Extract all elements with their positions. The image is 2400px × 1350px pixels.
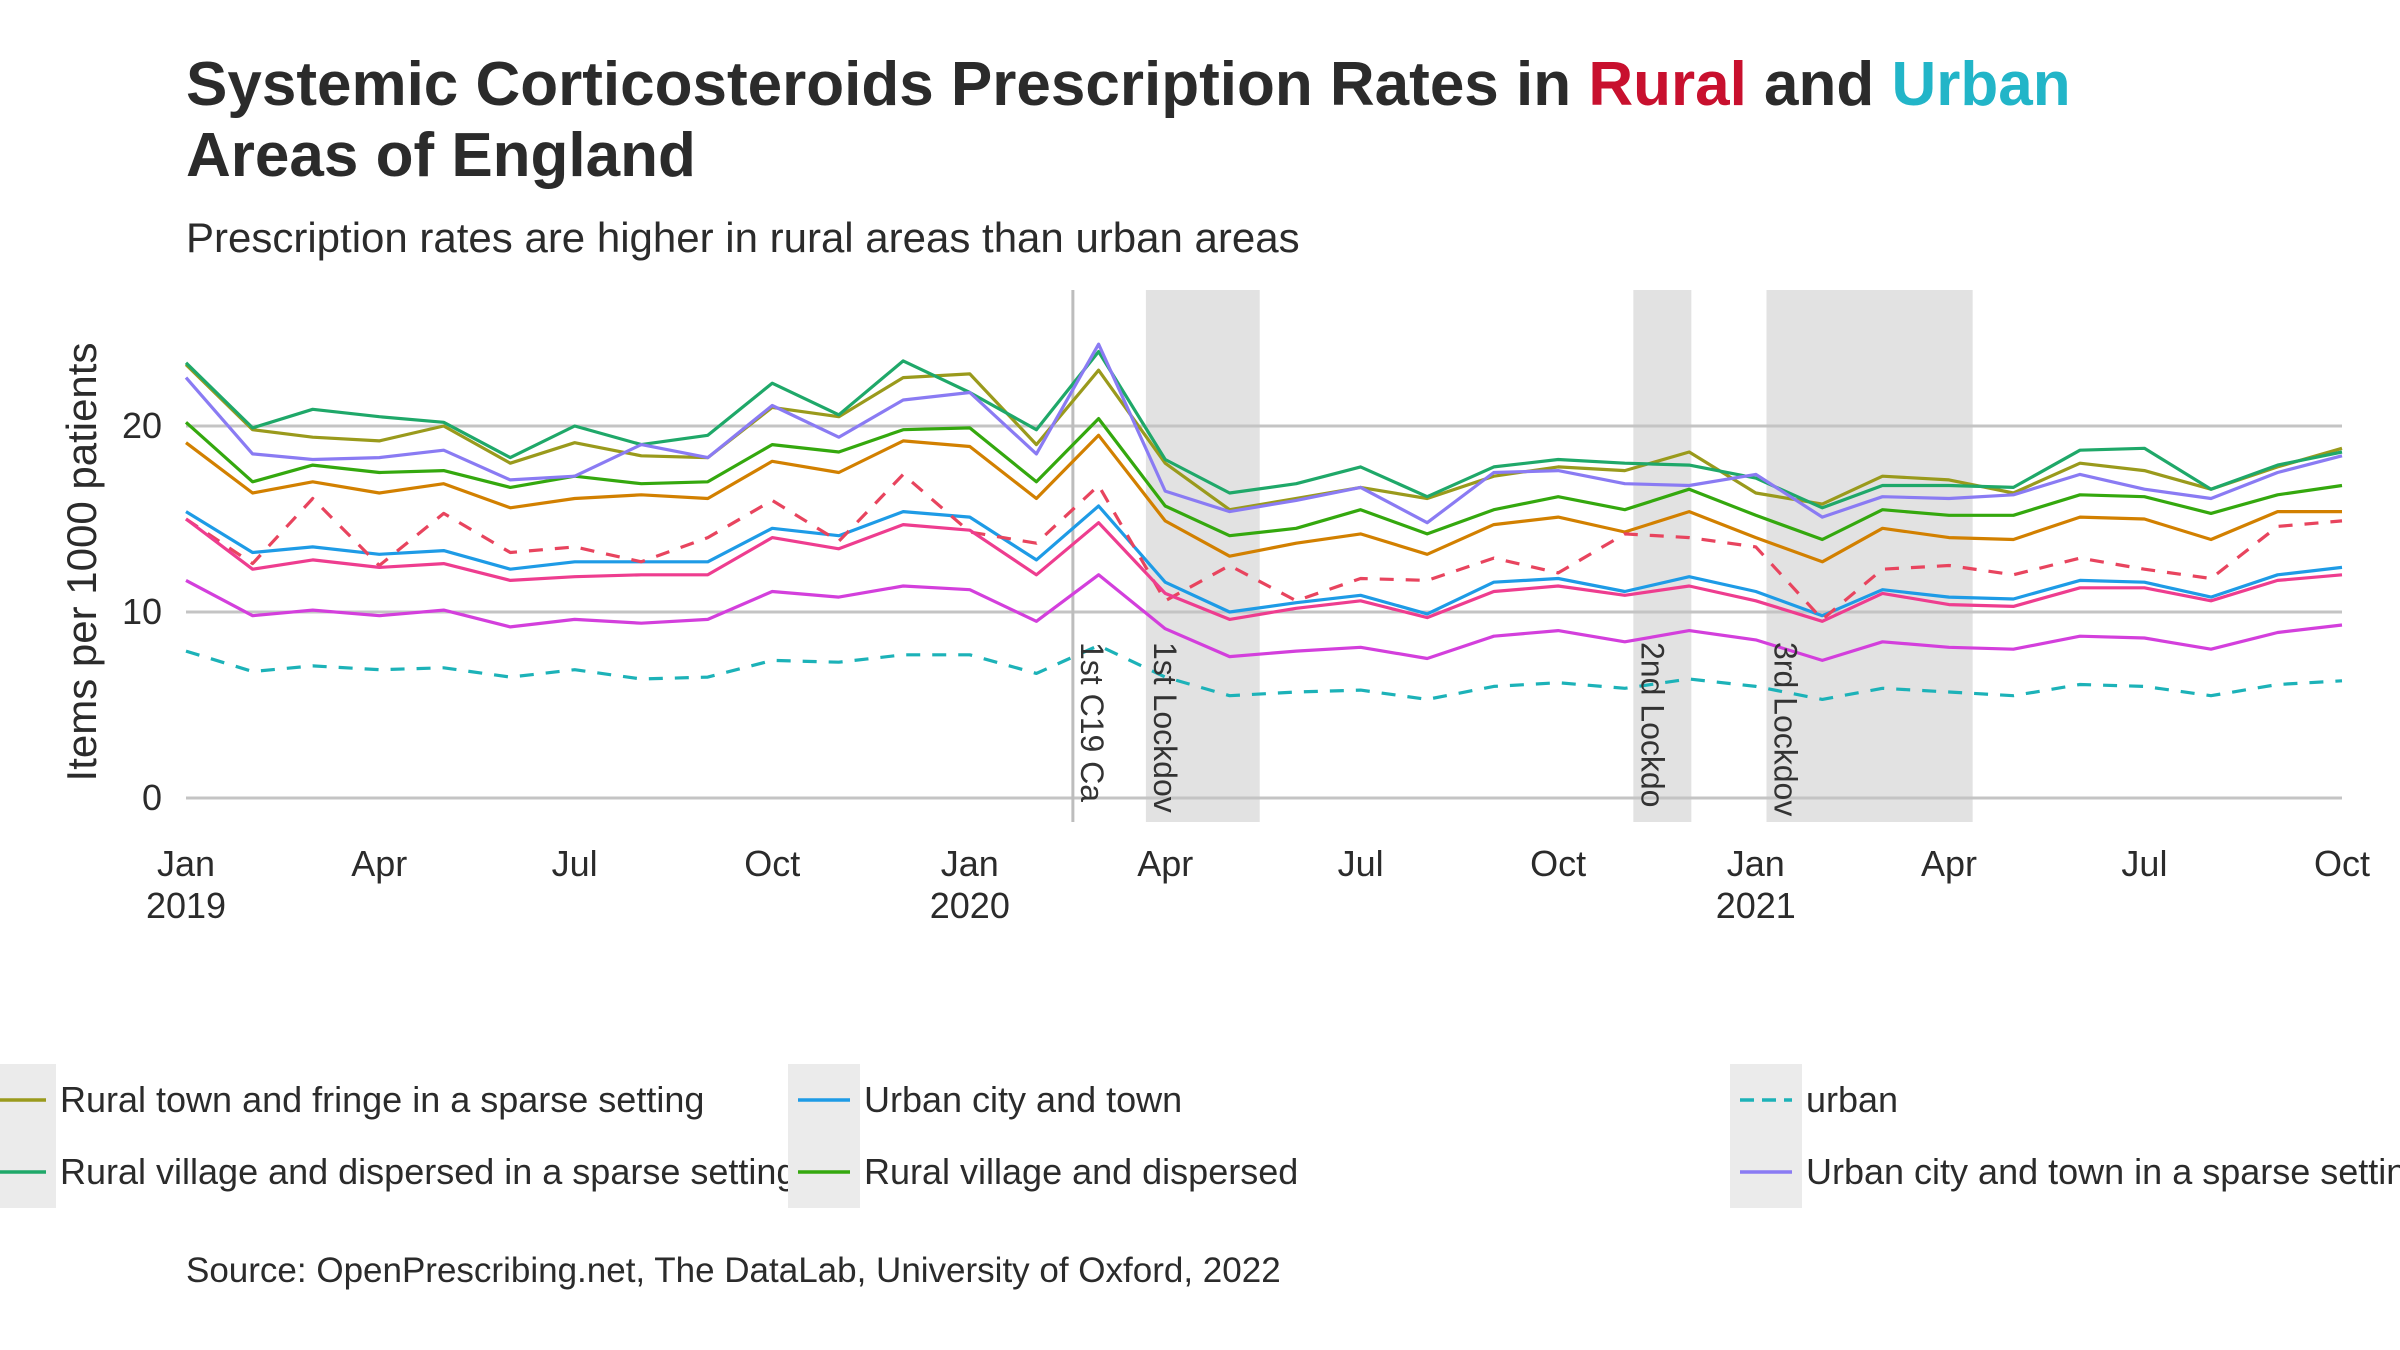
event-label-3: 3rd Lockdov xyxy=(1767,642,1803,816)
x-tick-label-7: Oct xyxy=(1530,843,1586,884)
x-tick-label-0: Jan xyxy=(157,843,215,884)
series-line-4 xyxy=(185,643,2343,702)
chart-title-prefix: Systemic Corticosteroids Prescription Ra… xyxy=(186,50,1588,119)
lockdown-span-1 xyxy=(1145,290,1260,822)
chart-title-rural-word: Rural xyxy=(1588,50,1746,119)
x-tick-label-11: Oct xyxy=(2314,843,2370,884)
x-tick-label-10: Jul xyxy=(2121,843,2167,884)
lockdown-span-2 xyxy=(1633,290,1692,822)
y-axis: 0 10 20 xyxy=(122,405,162,818)
x-tick-label-3: Oct xyxy=(744,843,800,884)
event-label-2: 2nd Lockdo xyxy=(1634,642,1670,807)
gridlines xyxy=(186,424,2342,800)
x-tick-label-8: Jan xyxy=(1727,843,1785,884)
x-tick-label-6: Jul xyxy=(1338,843,1384,884)
series-line-5 xyxy=(184,342,2343,525)
series-lines xyxy=(184,342,2343,702)
lockdown-span-3 xyxy=(1766,290,1973,822)
y-tick-label-0: 0 xyxy=(142,777,162,818)
x-tick-year-4: 2020 xyxy=(930,885,1010,926)
x-tick-label-1: Apr xyxy=(351,843,407,884)
series-line-6 xyxy=(185,433,2342,564)
legend-label-4: urban xyxy=(1806,1079,1898,1120)
chart-title-line1: Systemic Corticosteroids Prescription Ra… xyxy=(186,50,2071,119)
series-line-8 xyxy=(185,517,2343,623)
chart-subtitle: Prescription rates are higher in rural a… xyxy=(186,214,1300,261)
series-line-2 xyxy=(185,504,2343,618)
series-line-7 xyxy=(185,472,2343,622)
lockdown-shading xyxy=(1145,290,1973,822)
legend-label-2: Urban city and town xyxy=(864,1079,1182,1120)
x-tick-year-0: 2019 xyxy=(146,885,226,926)
x-tick-label-2: Jul xyxy=(552,843,598,884)
series-line-3 xyxy=(184,417,2343,542)
legend-label-5: Urban city and town in a sparse setting xyxy=(1806,1151,2400,1192)
chart-title-line2: Areas of England xyxy=(186,121,696,190)
y-tick-label-10: 10 xyxy=(122,591,162,632)
series-line-9 xyxy=(185,573,2343,663)
chart-caption: Source: OpenPrescribing.net, The DataLab… xyxy=(186,1251,1281,1290)
event-label-0: 1st C19 Ca xyxy=(1074,642,1110,802)
chart-title-urban-word: Urban xyxy=(1892,50,2071,119)
x-tick-year-8: 2021 xyxy=(1716,885,1796,926)
series-line-1 xyxy=(184,350,2343,510)
legend: Rural town and fringe in a sparse settin… xyxy=(0,1064,2400,1208)
legend-label-3: Rural village and dispersed xyxy=(864,1151,1298,1192)
y-axis-title: Items per 1000 patients xyxy=(58,343,105,782)
x-tick-label-5: Apr xyxy=(1137,843,1193,884)
legend-label-0: Rural town and fringe in a sparse settin… xyxy=(60,1079,704,1120)
x-tick-label-4: Jan xyxy=(941,843,999,884)
legend-label-1: Rural village and dispersed in a sparse … xyxy=(60,1151,796,1192)
chart-title-conjunction: and xyxy=(1747,50,1892,119)
x-tick-label-9: Apr xyxy=(1921,843,1977,884)
event-label-1: 1st Lockdov xyxy=(1147,642,1183,813)
y-tick-label-20: 20 xyxy=(122,405,162,446)
event-labels: 1st C19 Ca 1st Lockdov 2nd Lockdo 3rd Lockd… xyxy=(1074,642,1804,816)
